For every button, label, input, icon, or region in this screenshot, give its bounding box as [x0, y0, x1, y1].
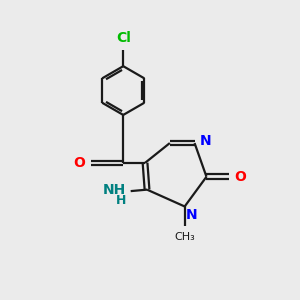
Text: O: O: [73, 156, 85, 170]
Text: N: N: [200, 134, 212, 148]
Text: H: H: [116, 194, 126, 207]
Text: CH₃: CH₃: [174, 232, 195, 242]
Text: NH: NH: [103, 183, 126, 197]
Text: N: N: [186, 208, 198, 222]
Text: Cl: Cl: [116, 32, 131, 45]
Text: O: O: [235, 170, 247, 184]
